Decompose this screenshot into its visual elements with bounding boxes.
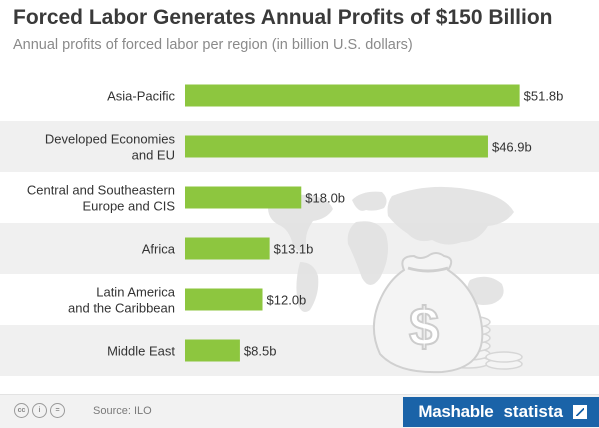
nd-icon[interactable]: = [50,403,65,418]
row-backgrounds [0,121,599,376]
category-label-line: Africa [142,242,176,257]
category-label: Developed Economies and EU [45,132,176,163]
source-text: Source: ILO [93,405,152,417]
category-label-line: and EU [132,148,175,163]
category-label: Central and Southeastern Europe and CIS [27,183,175,214]
mashable-logo[interactable]: Mashable [418,402,494,421]
category-label-line: and the Caribbean [68,301,175,316]
bar[interactable] [185,288,263,311]
category-label-line: Europe and CIS [82,199,175,214]
value-label: $8.5b [244,344,277,359]
value-label: $51.8b [524,89,564,104]
bar[interactable] [185,186,302,209]
money-bag-illustration: $ [372,252,523,374]
category-label-line: Central and Southeastern [27,183,175,198]
value-label: $12.0b [267,293,307,308]
category-label-line: Middle East [107,344,175,359]
value-label: $18.0b [305,191,345,206]
category-label: Latin America and the Caribbean [68,285,176,316]
license-icons: cc i = [14,403,65,418]
category-label: Middle East [107,344,175,359]
cc-icon[interactable]: cc [14,403,29,418]
by-icon[interactable]: i [32,403,47,418]
world-map-illustration [267,186,514,312]
bar[interactable] [185,237,270,260]
category-label: Asia-Pacific [107,89,175,104]
chart-title: Forced Labor Generates Annual Profits of… [13,6,553,29]
category-label: Africa [142,242,176,257]
value-label: $13.1b [274,242,314,257]
category-label-line: Latin America [96,285,176,300]
bar[interactable] [185,339,240,362]
statista-logo[interactable]: statista [503,402,563,421]
category-label-line: Developed Economies [45,132,176,147]
chart-subtitle: Annual profits of forced labor per regio… [13,37,413,53]
category-label-line: Asia-Pacific [107,89,175,104]
svg-text:$: $ [409,297,439,357]
statista-mark-icon [573,405,587,419]
bar[interactable] [185,135,488,158]
brand-bar: Mashable statista [403,397,599,427]
value-label: $46.9b [492,140,532,155]
bar[interactable] [185,84,520,107]
